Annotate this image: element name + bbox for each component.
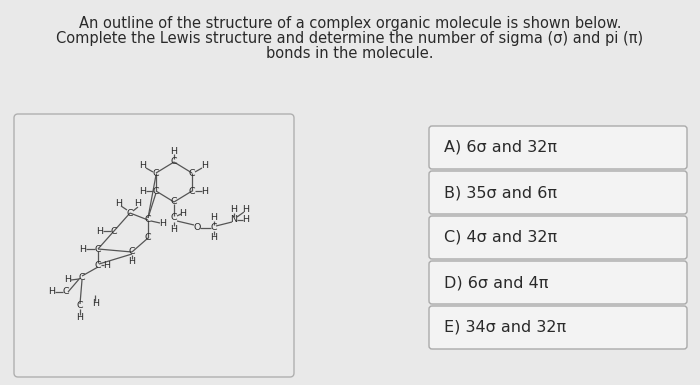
Text: C: C [78, 273, 85, 283]
Text: H: H [80, 244, 87, 253]
Text: C: C [145, 233, 151, 243]
FancyBboxPatch shape [429, 306, 687, 349]
FancyBboxPatch shape [429, 126, 687, 169]
Text: C: C [189, 169, 195, 177]
Text: H: H [116, 199, 122, 209]
Text: C: C [171, 157, 177, 166]
Text: H: H [139, 186, 146, 196]
Text: H: H [64, 276, 71, 285]
Text: C: C [129, 248, 135, 256]
Text: O: O [193, 224, 201, 233]
Text: H: H [97, 226, 104, 236]
Text: H: H [171, 147, 178, 156]
Text: Complete the Lewis structure and determine the number of sigma (σ) and pi (π): Complete the Lewis structure and determi… [57, 31, 643, 46]
Text: C: C [63, 288, 69, 296]
Text: C: C [94, 244, 101, 253]
Text: H: H [211, 233, 218, 243]
Text: H: H [129, 258, 136, 266]
Text: H: H [202, 161, 209, 171]
Text: H: H [160, 219, 167, 229]
Text: H: H [242, 206, 249, 214]
Text: H: H [76, 313, 83, 323]
FancyBboxPatch shape [429, 216, 687, 259]
Text: D) 6σ and 4π: D) 6σ and 4π [444, 275, 548, 290]
Text: H: H [171, 224, 178, 233]
Text: A) 6σ and 32π: A) 6σ and 32π [444, 140, 557, 155]
Text: H: H [242, 216, 249, 224]
Text: H: H [179, 209, 186, 218]
Text: C: C [171, 198, 177, 206]
Text: C: C [111, 226, 118, 236]
Text: E) 34σ and 32π: E) 34σ and 32π [444, 320, 566, 335]
Text: C: C [171, 214, 177, 223]
Text: C: C [153, 186, 160, 196]
Text: C: C [77, 301, 83, 310]
Text: C: C [127, 209, 133, 218]
Text: N: N [230, 216, 237, 224]
Text: C: C [145, 216, 151, 224]
Text: bonds in the molecule.: bonds in the molecule. [266, 46, 434, 61]
Text: An outline of the structure of a complex organic molecule is shown below.: An outline of the structure of a complex… [78, 16, 622, 31]
Text: C: C [189, 186, 195, 196]
Text: H: H [230, 206, 237, 214]
Text: H: H [134, 199, 141, 209]
Text: H: H [48, 288, 55, 296]
Text: H: H [139, 161, 146, 171]
FancyBboxPatch shape [14, 114, 294, 377]
FancyBboxPatch shape [429, 171, 687, 214]
Text: B) 35σ and 6π: B) 35σ and 6π [444, 185, 557, 200]
Text: C) 4σ and 32π: C) 4σ and 32π [444, 230, 557, 245]
FancyBboxPatch shape [429, 261, 687, 304]
Text: C: C [153, 169, 160, 177]
Text: C: C [94, 261, 101, 270]
Text: H: H [211, 214, 218, 223]
Text: C: C [211, 224, 217, 233]
Text: H: H [104, 261, 111, 270]
Text: H: H [202, 186, 209, 196]
Text: H: H [92, 300, 99, 308]
